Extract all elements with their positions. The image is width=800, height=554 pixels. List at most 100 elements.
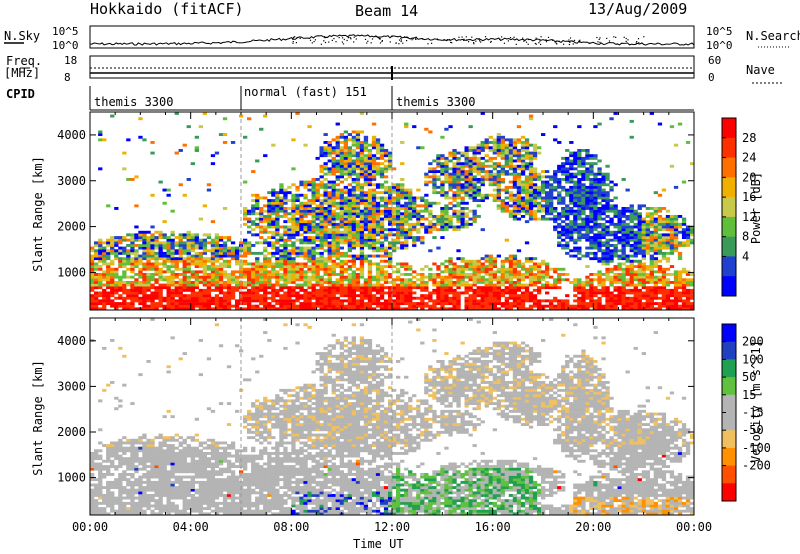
power-cell	[504, 138, 509, 142]
power-cell	[492, 288, 497, 292]
power-cell	[605, 204, 610, 208]
power-cell	[388, 167, 393, 171]
power-cell	[468, 183, 473, 187]
power-cell	[194, 135, 199, 139]
power-cell	[549, 193, 554, 197]
power-cell	[452, 185, 457, 189]
power-cell	[311, 178, 316, 181]
power-cell	[573, 238, 578, 242]
power-cell	[408, 286, 413, 290]
power-cell	[597, 167, 602, 171]
power-cell	[331, 151, 336, 155]
power-cell	[90, 304, 95, 308]
power-cell	[166, 257, 171, 261]
power-cell	[432, 215, 437, 218]
power-cell	[613, 222, 618, 226]
power-cell	[166, 296, 171, 300]
power-cell	[532, 294, 538, 298]
nsearch-point	[463, 38, 465, 40]
power-cell	[609, 254, 614, 258]
power-cell	[585, 236, 590, 239]
power-cell	[178, 278, 183, 282]
power-cell	[408, 273, 413, 276]
power-cell	[267, 204, 272, 208]
power-cell	[557, 244, 562, 247]
power-cell	[492, 294, 497, 298]
power-cell	[420, 302, 425, 305]
power-cell	[484, 172, 489, 176]
power-cell	[625, 304, 630, 308]
power-cell	[178, 294, 183, 298]
power-cell	[154, 302, 159, 305]
power-cell	[106, 275, 111, 279]
power-cell	[255, 259, 260, 263]
power-cell	[500, 265, 505, 268]
power-cell	[472, 294, 477, 298]
nave-right-tick-bottom: 0	[708, 71, 715, 84]
power-cell	[436, 281, 441, 284]
power-cell	[392, 196, 397, 200]
power-cell	[291, 281, 296, 284]
power-cell	[319, 302, 324, 305]
power-cell	[315, 302, 320, 305]
power-cell	[182, 246, 187, 250]
power-cell	[315, 296, 320, 300]
power-cell	[263, 275, 268, 279]
power-cell	[476, 172, 481, 176]
power-cell	[420, 209, 425, 213]
power-cell	[210, 278, 216, 282]
power-cell	[351, 151, 356, 155]
power-cell	[359, 172, 365, 176]
power-cell	[448, 196, 453, 200]
power-cell	[585, 296, 590, 300]
power-cell	[460, 273, 465, 276]
power-cell	[545, 217, 550, 221]
power-cell	[178, 183, 183, 187]
power-cell	[271, 225, 276, 229]
power-cell	[404, 278, 409, 282]
power-cell	[263, 217, 268, 221]
power-cell	[383, 149, 389, 152]
power-cell	[239, 262, 244, 266]
power-cell	[114, 251, 119, 255]
power-cell	[146, 257, 151, 261]
power-cell	[379, 270, 385, 274]
power-cell	[202, 307, 207, 311]
power-cell	[255, 299, 260, 303]
power-cell	[549, 304, 554, 308]
power-cell	[528, 175, 534, 179]
power-cell	[577, 288, 582, 292]
power-cell	[476, 188, 481, 192]
power-cell	[243, 273, 248, 276]
nsearch-point	[342, 43, 345, 45]
power-cell	[408, 217, 413, 221]
power-cell	[456, 275, 461, 279]
power-cell	[174, 286, 179, 290]
nsearch-point	[342, 37, 344, 39]
power-cell	[210, 254, 216, 258]
power-cell	[520, 135, 526, 139]
power-cell	[460, 191, 465, 195]
nsky-label: N.Sky	[4, 29, 41, 43]
power-cell	[198, 281, 203, 284]
power-cell	[396, 225, 401, 229]
power-cell	[508, 209, 514, 213]
power-cell	[404, 193, 409, 197]
power-cell	[331, 180, 336, 184]
power-cell	[190, 257, 195, 261]
power-cell	[625, 259, 630, 263]
power-cell	[343, 262, 348, 266]
power-cell	[452, 162, 457, 166]
power-cell	[605, 299, 610, 303]
power-cell	[267, 225, 272, 229]
power-cell	[424, 228, 429, 232]
power-cell	[355, 228, 361, 232]
power-cell	[283, 207, 288, 210]
power-cell	[456, 156, 461, 160]
power-cell	[303, 236, 308, 239]
power-cell	[432, 281, 437, 284]
power-cell	[202, 267, 207, 271]
power-cell	[158, 246, 163, 250]
power-cell	[621, 291, 626, 295]
power-cell	[130, 283, 135, 287]
